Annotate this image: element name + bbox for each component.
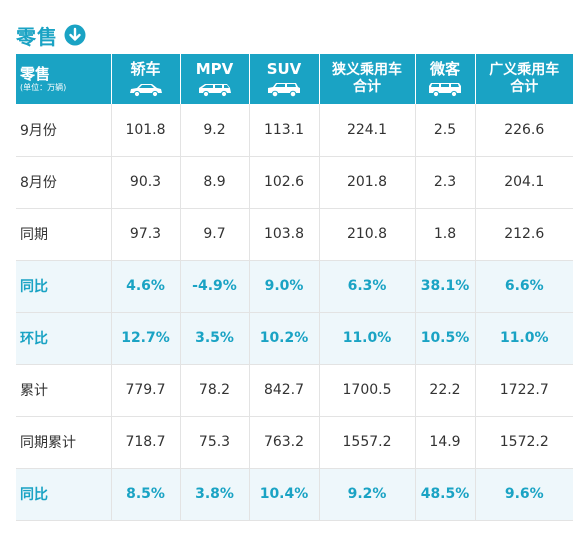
cell-sedan: 90.3 [111,156,181,209]
cell-mpv: 9.2 [180,104,250,157]
header-suv: SUV [249,54,320,104]
cell-suv: 113.1 [249,104,320,157]
cell-suv: 763.2 [249,416,320,469]
header-broad-passenger-total: 广义乘用车 合计 [475,54,573,104]
unit-label: (单位：万辆) [20,83,67,92]
cell-narrow-total: 210.8 [319,208,416,261]
table-row-sep: 9月份 101.8 9.2 113.1 224.1 2.5 226.6 [16,104,573,157]
table-row-mom: 环比 12.7% 3.5% 10.2% 11.0% 10.5% 11.0% [16,312,573,365]
cell-sedan: 97.3 [111,208,181,261]
cell-sedan: 718.7 [111,416,181,469]
cell-broad-total: 204.1 [475,156,573,209]
cell-narrow-total: 201.8 [319,156,416,209]
cell-mini-van: 48.5% [415,468,476,521]
row-label: 累计 [16,364,112,417]
sedan-car-icon [129,84,162,98]
cell-suv: 103.8 [249,208,320,261]
section-title: 零售 [16,18,86,52]
cell-narrow-total: 1557.2 [319,416,416,469]
cell-suv: 9.0% [249,260,320,313]
cell-sedan: 8.5% [111,468,181,521]
cell-broad-total: 1572.2 [475,416,573,469]
cell-mpv: 3.5% [180,312,250,365]
cell-mpv: 3.8% [180,468,250,521]
cell-mpv: -4.9% [180,260,250,313]
cell-mpv: 8.9 [180,156,250,209]
table-row-same-period-cumulative: 同期累计 718.7 75.3 763.2 1557.2 14.9 1572.2 [16,416,573,469]
row-label: 8月份 [16,156,112,209]
cell-mpv: 9.7 [180,208,250,261]
cell-narrow-total: 6.3% [319,260,416,313]
row-label: 环比 [16,312,112,365]
cell-suv: 10.4% [249,468,320,521]
cell-broad-total: 1722.7 [475,364,573,417]
cell-mini-van: 22.2 [415,364,476,417]
down-arrow-circle-icon [64,24,86,46]
cell-mini-van: 10.5% [415,312,476,365]
table-row-yoy: 同比 4.6% -4.9% 9.0% 6.3% 38.1% 6.6% [16,260,573,313]
cell-sedan: 779.7 [111,364,181,417]
cell-narrow-total: 11.0% [319,312,416,365]
cell-suv: 102.6 [249,156,320,209]
cell-broad-total: 11.0% [475,312,573,365]
cell-broad-total: 9.6% [475,468,573,521]
cell-sedan: 101.8 [111,104,181,157]
cell-suv: 842.7 [249,364,320,417]
header-narrow-passenger-total: 狭义乘用车 合计 [319,54,416,104]
header-category: 零售 (单位：万辆) [16,54,112,104]
table-row-aug: 8月份 90.3 8.9 102.6 201.8 2.3 204.1 [16,156,573,209]
header-mini-van: 微客 [415,54,476,104]
title-text: 零售 [16,24,58,49]
header-sedan: 轿车 [111,54,181,104]
row-label: 9月份 [16,104,112,157]
cell-mini-van: 14.9 [415,416,476,469]
row-label: 同期累计 [16,416,112,469]
cell-sedan: 12.7% [111,312,181,365]
row-label: 同期 [16,208,112,261]
mpv-car-icon [198,84,231,98]
cell-mpv: 78.2 [180,364,250,417]
row-label: 同比 [16,260,112,313]
cell-mini-van: 2.5 [415,104,476,157]
table-row-cumulative: 累计 779.7 78.2 842.7 1700.5 22.2 1722.7 [16,364,573,417]
mini-van-icon [429,83,461,98]
table-header-row: 零售 (单位：万辆) 轿车 MPV [16,54,573,104]
table-row-same-period: 同期 97.3 9.7 103.8 210.8 1.8 212.6 [16,208,573,261]
header-mpv: MPV [180,54,250,104]
cell-mini-van: 38.1% [415,260,476,313]
cell-narrow-total: 224.1 [319,104,416,157]
row-label: 同比 [16,468,112,521]
cell-mini-van: 2.3 [415,156,476,209]
cell-broad-total: 212.6 [475,208,573,261]
cell-suv: 10.2% [249,312,320,365]
cell-narrow-total: 9.2% [319,468,416,521]
cell-broad-total: 6.6% [475,260,573,313]
cell-narrow-total: 1700.5 [319,364,416,417]
cell-sedan: 4.6% [111,260,181,313]
retail-sales-table: 零售 (单位：万辆) 轿车 MPV [16,54,573,521]
suv-car-icon [268,83,300,98]
cell-broad-total: 226.6 [475,104,573,157]
cell-mini-van: 1.8 [415,208,476,261]
cell-mpv: 75.3 [180,416,250,469]
table-row-cumulative-yoy: 同比 8.5% 3.8% 10.4% 9.2% 48.5% 9.6% [16,468,573,521]
